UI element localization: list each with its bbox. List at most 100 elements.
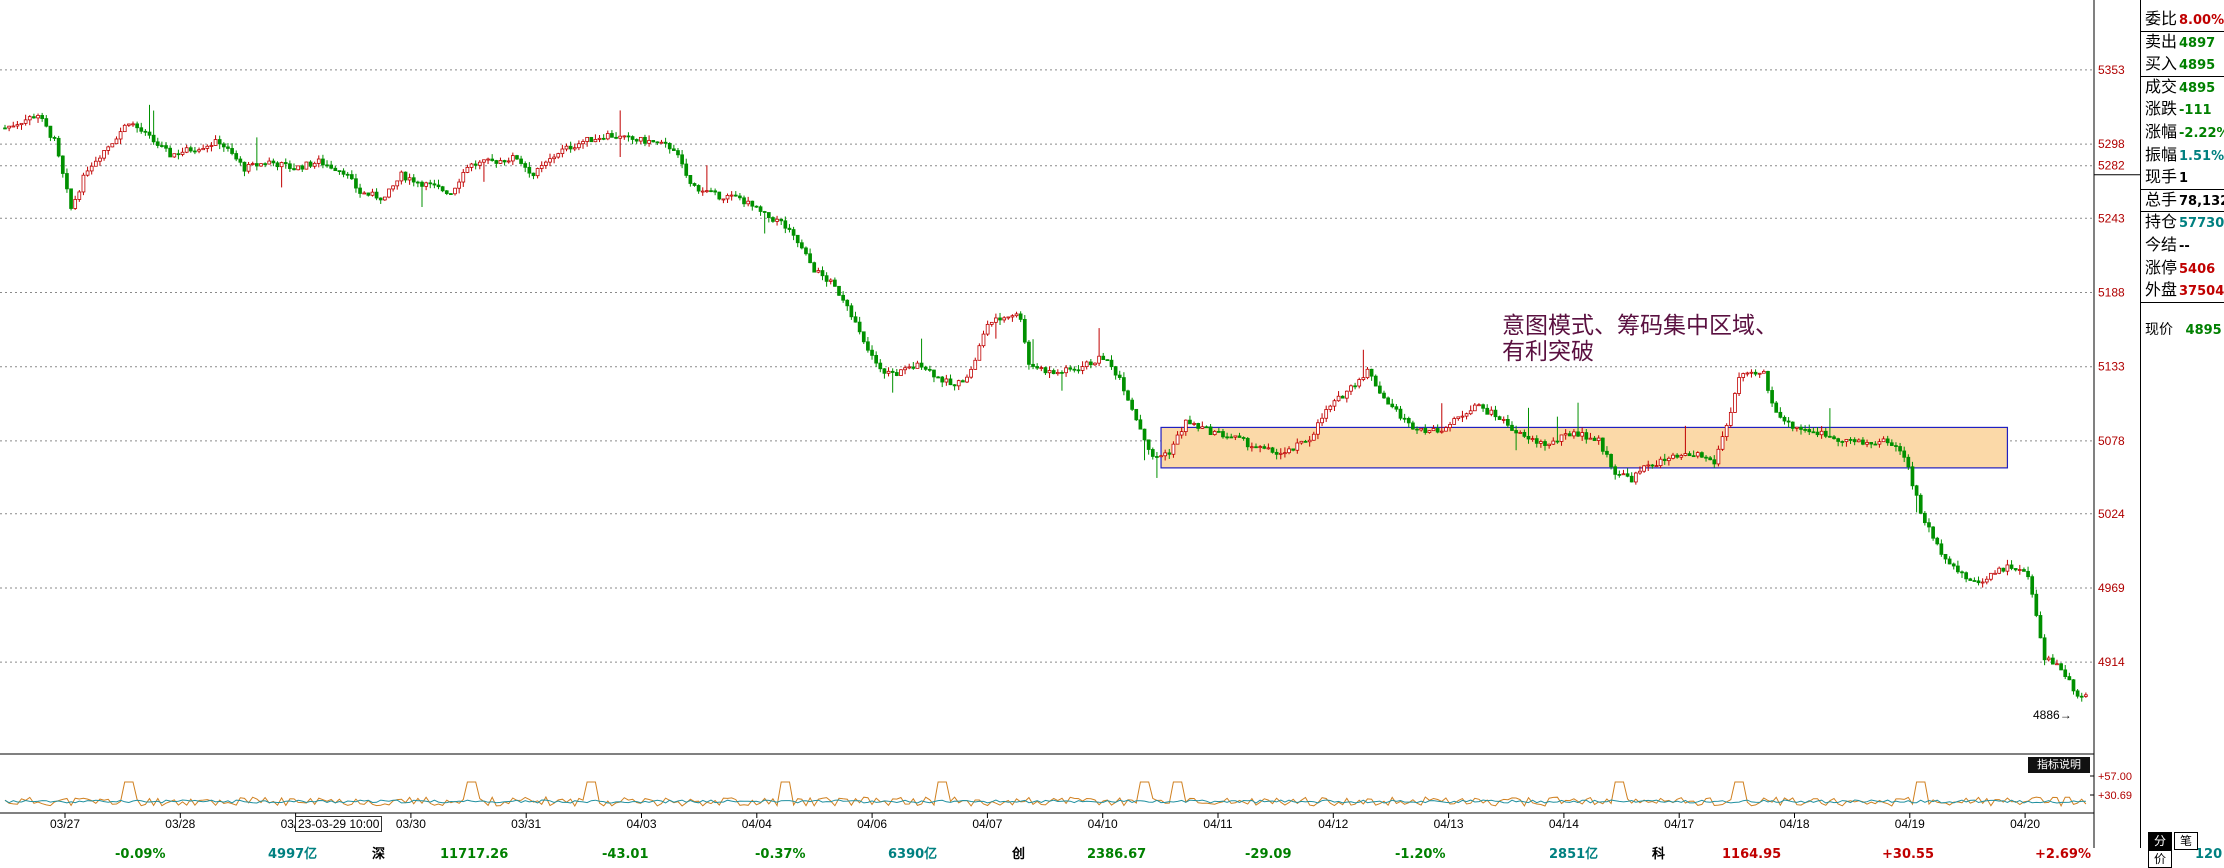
candle-body xyxy=(1018,313,1023,320)
quote-row: 成交 4895 xyxy=(2145,76,2224,98)
candle-body xyxy=(1881,438,1886,443)
candle-body xyxy=(1790,421,1795,429)
candle-body xyxy=(205,145,210,149)
candle-body xyxy=(11,125,16,128)
candle-body xyxy=(271,160,276,164)
candle-body xyxy=(349,174,354,180)
candle-body xyxy=(1460,415,1465,418)
candle-body xyxy=(845,299,850,307)
candle-body xyxy=(1894,445,1898,447)
candle-body xyxy=(1225,436,1229,439)
quote-label: 涨幅 xyxy=(2145,122,2178,141)
candle-body xyxy=(230,148,234,154)
concentration-zone-box xyxy=(1160,426,2009,469)
candle-body xyxy=(965,376,969,383)
candle-body xyxy=(948,378,953,386)
panel-tab[interactable]: 价 xyxy=(2148,850,2172,868)
candle-body xyxy=(1559,434,1564,442)
quote-value: 8.00% xyxy=(2179,13,2224,28)
panel-tab[interactable]: 笔 xyxy=(2174,832,2198,850)
candle-body xyxy=(907,366,912,369)
candle-body xyxy=(894,372,899,376)
candle-body xyxy=(659,141,664,144)
candle-body xyxy=(886,370,891,374)
candle-body xyxy=(1328,405,1333,410)
candle-body xyxy=(1960,571,1964,574)
status-item: 6390亿 xyxy=(888,847,938,862)
quote-value: 78,132 xyxy=(2179,193,2224,209)
candle-body xyxy=(539,165,544,169)
candle-body xyxy=(519,158,523,164)
candle-body xyxy=(469,163,474,168)
candle-body xyxy=(1993,572,1997,575)
candle-body xyxy=(994,317,998,323)
candle-body xyxy=(1633,472,1638,483)
candle-body xyxy=(1179,431,1184,436)
candle-body xyxy=(837,285,841,296)
candle-body xyxy=(1089,361,1093,366)
candle-body xyxy=(1662,458,1667,462)
candle-body xyxy=(1848,439,1853,441)
candle-body xyxy=(614,136,618,139)
candle-body xyxy=(48,125,53,138)
quote-value: 57730 xyxy=(2179,216,2224,232)
candle-body xyxy=(853,316,858,323)
quote-value: 1 xyxy=(2179,171,2189,187)
candle-body xyxy=(581,141,585,145)
candle-body xyxy=(998,317,1002,321)
candle-body xyxy=(1245,438,1250,448)
candle-body xyxy=(407,177,412,181)
candle-body xyxy=(428,182,433,185)
indicator-help-button[interactable]: 指标说明 xyxy=(2028,757,2090,773)
candle-body xyxy=(572,147,577,150)
candle-body xyxy=(515,155,519,160)
candle-body xyxy=(89,165,94,172)
candle-body xyxy=(1039,367,1044,369)
candle-body xyxy=(824,275,829,282)
candle-body xyxy=(985,323,990,335)
candle-body xyxy=(2079,695,2084,698)
quote-side-panel: 委比8.00%卖出4897买入4895成交4895涨跌-111涨幅-2.22%振… xyxy=(2140,0,2224,862)
candle-body xyxy=(1188,419,1192,425)
candle-body xyxy=(2030,576,2035,595)
candle-body xyxy=(1200,426,1205,429)
candle-body xyxy=(424,182,428,187)
candle-body xyxy=(131,123,135,126)
candle-body xyxy=(1382,392,1386,399)
quote-value: 4895 xyxy=(2179,80,2216,96)
candle-body xyxy=(147,131,152,136)
candle-body xyxy=(1464,413,1469,417)
candle-body xyxy=(1889,442,1894,446)
panel-tab[interactable]: 分 xyxy=(2148,832,2172,850)
candle-body xyxy=(1270,447,1275,453)
candle-body xyxy=(217,139,222,145)
candle-body xyxy=(1155,456,1159,458)
candle-body xyxy=(1497,416,1502,420)
time-tick-label: 04/11 xyxy=(1203,817,1232,831)
quote-value: 4895 xyxy=(2179,58,2216,74)
candlestick-chart[interactable]: 5353 5298 5282 5243 5188 5133 5078 5024 4969 4914… xyxy=(0,0,2140,848)
candle-body xyxy=(676,150,680,156)
candle-body xyxy=(1720,436,1725,450)
candle-body xyxy=(486,158,490,161)
candle-body xyxy=(1638,470,1642,474)
candle-body xyxy=(2071,679,2076,692)
candle-body xyxy=(1402,417,1407,420)
quote-label: 买入 xyxy=(2145,54,2178,74)
candle-body xyxy=(15,124,20,127)
time-tick-label: 04/19 xyxy=(1895,817,1925,831)
price-axis: 5353 5298 5282 5243 5188 5133 5078 5024 4969 4914 xyxy=(0,0,2140,848)
candle-body xyxy=(564,145,569,150)
candle-body xyxy=(548,158,552,163)
candle-body xyxy=(1914,485,1919,496)
candle-body xyxy=(457,181,462,189)
candle-body xyxy=(866,341,870,351)
candle-body xyxy=(1836,438,1840,442)
candle-body xyxy=(1287,448,1291,454)
candle-body xyxy=(411,177,416,183)
candle-body xyxy=(255,163,259,167)
candle-body xyxy=(482,159,486,163)
candle-body xyxy=(1869,442,1874,445)
candle-body xyxy=(188,147,193,152)
candle-body xyxy=(713,190,717,193)
